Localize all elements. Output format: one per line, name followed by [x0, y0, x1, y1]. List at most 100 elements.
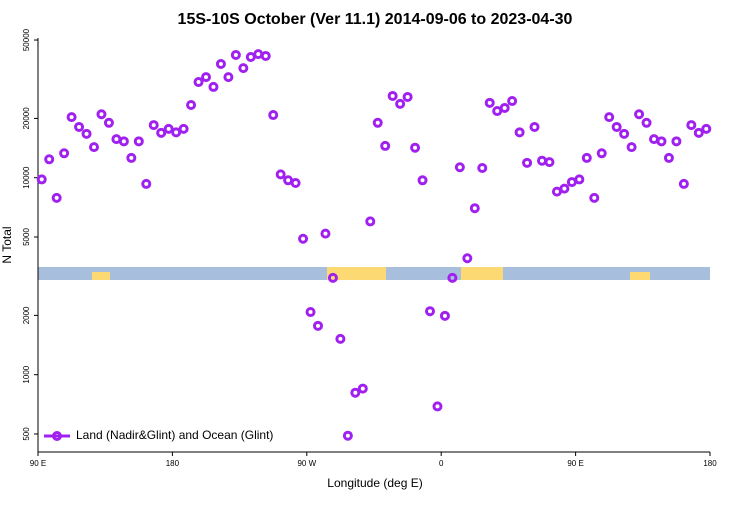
point — [51, 192, 62, 203]
point — [268, 110, 279, 121]
x-tick-label: 180 — [166, 459, 180, 468]
point — [126, 152, 137, 163]
point — [156, 127, 167, 138]
point — [133, 136, 144, 147]
point — [178, 123, 189, 134]
point — [469, 203, 480, 214]
y-tick-label: 2000 — [22, 306, 31, 324]
point — [320, 228, 331, 239]
point — [484, 97, 495, 108]
point — [395, 98, 406, 109]
x-tick-label: 90 E — [30, 459, 46, 468]
point — [59, 148, 70, 159]
point — [327, 272, 338, 283]
point — [477, 163, 488, 174]
point — [342, 430, 353, 441]
land-band — [461, 267, 503, 280]
point — [230, 49, 241, 60]
point — [44, 154, 55, 165]
point — [103, 117, 114, 128]
point — [350, 387, 361, 398]
point — [193, 77, 204, 88]
point — [522, 157, 533, 168]
point — [290, 177, 301, 188]
point — [36, 174, 47, 185]
x-axis-label: Longitude (deg E) — [327, 476, 422, 490]
point — [656, 136, 667, 147]
point — [410, 142, 421, 153]
point — [96, 109, 107, 120]
land-band — [327, 267, 386, 280]
point — [81, 128, 92, 139]
point — [215, 58, 226, 69]
point — [148, 120, 159, 131]
point — [492, 106, 503, 117]
point — [641, 117, 652, 128]
y-tick-label: 5000 — [22, 228, 31, 246]
point — [634, 109, 645, 120]
x-tick-label: 0 — [439, 459, 444, 468]
point — [357, 383, 368, 394]
point — [454, 162, 465, 173]
point — [611, 121, 622, 132]
point — [111, 134, 122, 145]
point — [372, 117, 383, 128]
y-tick-label: 20000 — [22, 107, 31, 130]
point — [141, 178, 152, 189]
point — [551, 186, 562, 197]
point — [581, 152, 592, 163]
point — [305, 307, 316, 318]
point — [566, 177, 577, 188]
point — [507, 96, 518, 107]
point — [387, 90, 398, 101]
point — [74, 121, 85, 132]
point — [201, 72, 211, 83]
point — [118, 136, 129, 147]
y-axis-label: N Total — [0, 226, 14, 263]
point — [439, 310, 450, 321]
point — [514, 127, 525, 138]
point — [649, 134, 659, 145]
point — [619, 128, 630, 139]
point — [298, 233, 309, 244]
point — [574, 174, 585, 185]
x-tick-label: 180 — [703, 459, 717, 468]
point — [701, 123, 712, 134]
point — [678, 178, 689, 189]
point — [253, 49, 264, 60]
y-tick-label: 500 — [22, 427, 31, 441]
point — [313, 320, 323, 331]
point — [529, 121, 540, 132]
point — [402, 91, 413, 102]
point — [589, 192, 600, 203]
land-band — [92, 272, 110, 280]
point — [462, 253, 473, 264]
chart-title: 15S-10S October (Ver 11.1) 2014-09-06 to… — [178, 11, 573, 28]
point — [245, 52, 256, 63]
legend-label: Land (Nadir&Glint) and Ocean (Glint) — [76, 428, 273, 442]
y-tick-label: 1000 — [22, 365, 31, 383]
point — [208, 81, 219, 92]
point — [417, 175, 428, 186]
point — [275, 169, 286, 180]
point — [223, 72, 234, 83]
point — [499, 102, 510, 113]
point — [283, 175, 294, 186]
legend-marker — [52, 431, 62, 441]
point — [365, 216, 376, 227]
point — [260, 50, 271, 61]
point — [604, 112, 615, 123]
point — [66, 112, 77, 123]
point — [432, 401, 443, 412]
point — [596, 148, 607, 159]
point — [238, 63, 249, 74]
x-tick-label: 90 W — [297, 459, 316, 468]
point — [447, 272, 458, 283]
point — [335, 333, 346, 344]
point — [626, 142, 637, 153]
y-tick-label: 10000 — [22, 166, 31, 189]
point — [671, 136, 682, 147]
point — [380, 140, 391, 151]
x-tick-label: 90 E — [567, 459, 583, 468]
